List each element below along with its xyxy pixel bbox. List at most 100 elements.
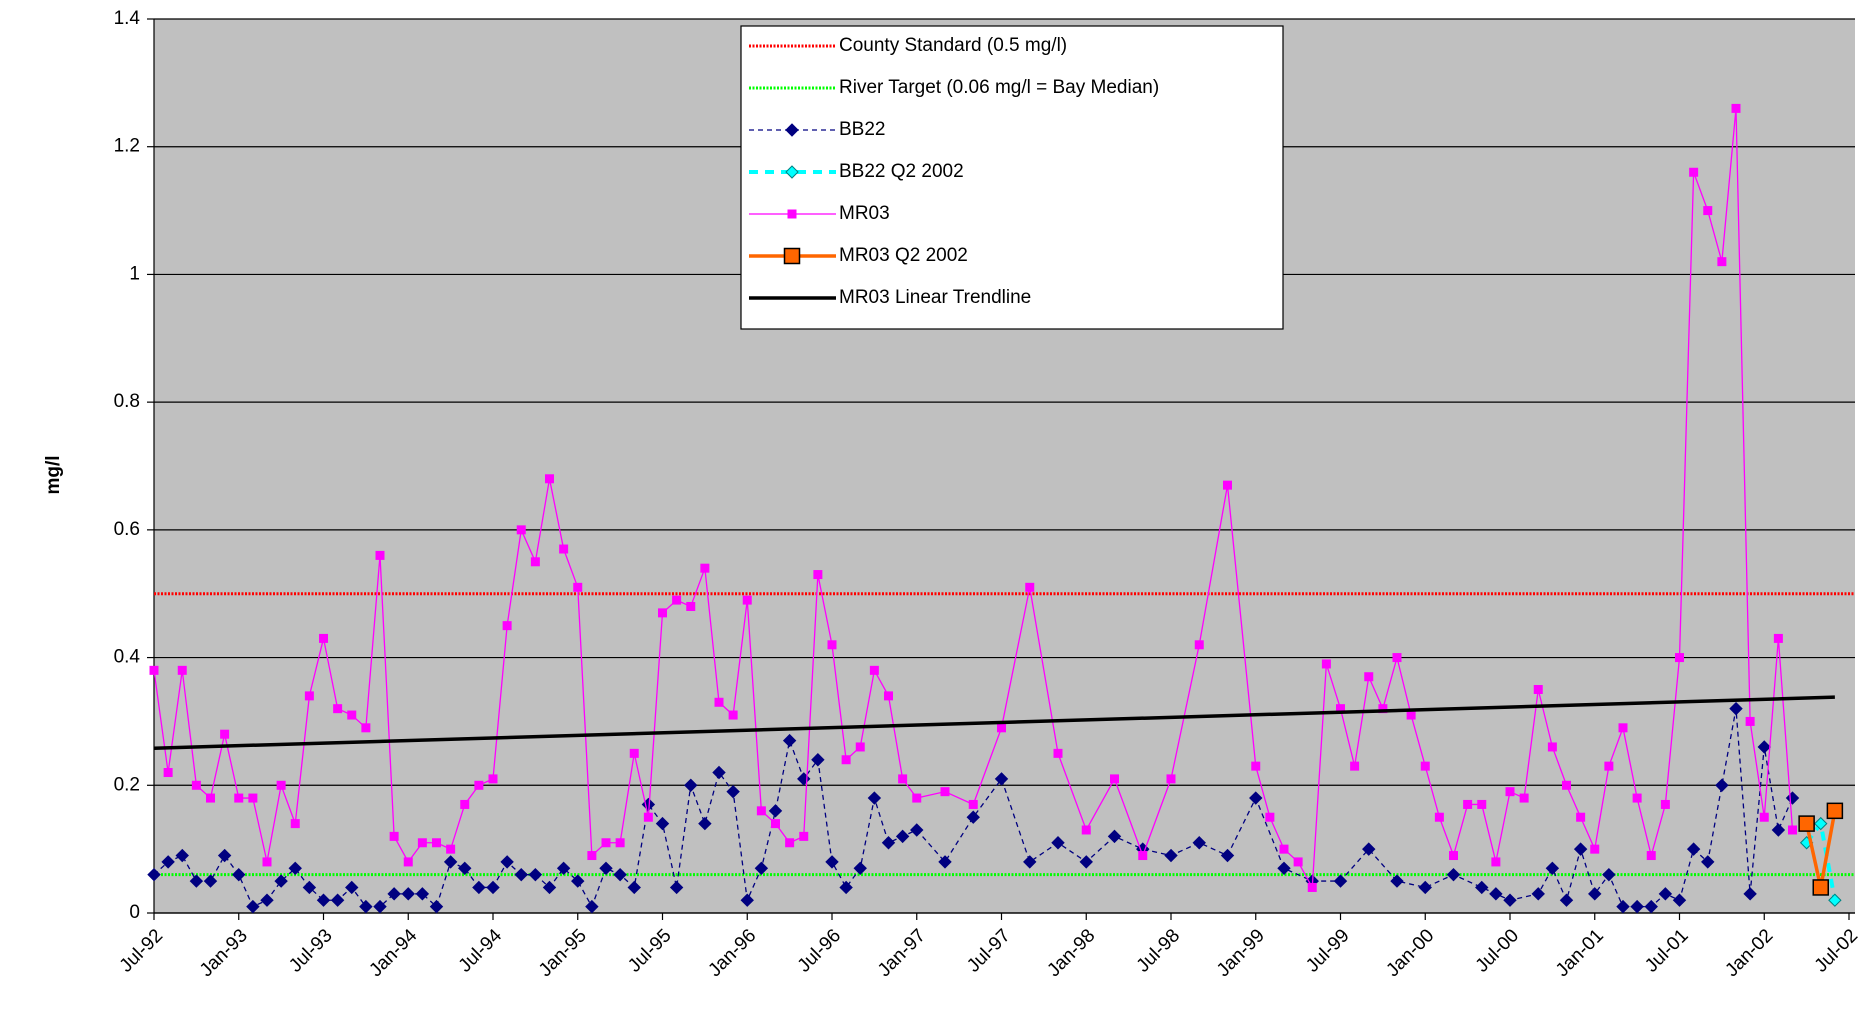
marker xyxy=(1773,633,1783,643)
y-tick-label: 1.2 xyxy=(114,136,140,157)
marker xyxy=(1166,774,1176,784)
marker xyxy=(1336,704,1345,714)
marker xyxy=(811,753,825,767)
marker xyxy=(1630,899,1644,914)
marker xyxy=(373,899,387,914)
marker xyxy=(938,855,952,869)
marker xyxy=(1025,582,1035,592)
marker xyxy=(446,844,456,854)
legend-label: MR03 xyxy=(839,203,890,224)
marker xyxy=(1223,480,1232,490)
marker xyxy=(220,729,230,739)
marker xyxy=(966,810,980,824)
marker xyxy=(345,880,359,895)
marker xyxy=(1759,812,1769,822)
x-tick-label: Jul-95 xyxy=(624,925,675,976)
marker xyxy=(1632,793,1642,803)
marker xyxy=(203,874,218,888)
marker xyxy=(1491,857,1501,867)
y-tick-label: 0.4 xyxy=(114,647,141,668)
marker xyxy=(217,848,232,863)
marker xyxy=(359,899,373,914)
marker xyxy=(375,550,385,560)
x-tick-label: Jul-92 xyxy=(116,925,167,976)
marker xyxy=(1051,836,1065,850)
x-tick-label: Jan-97 xyxy=(874,925,930,981)
marker xyxy=(1576,812,1586,822)
marker xyxy=(1378,704,1388,714)
marker xyxy=(1729,701,1743,716)
marker xyxy=(302,880,317,895)
marker xyxy=(655,816,670,831)
marker xyxy=(1138,851,1148,861)
marker xyxy=(700,563,710,573)
marker xyxy=(260,893,274,907)
legend-label: MR03 Q2 2002 xyxy=(839,245,968,266)
marker xyxy=(728,710,738,720)
y-axis-label: mg/l xyxy=(43,455,64,494)
marker xyxy=(1573,842,1588,856)
marker xyxy=(940,787,950,797)
marker xyxy=(389,831,399,841)
x-tick-label: Jul-93 xyxy=(285,925,336,976)
marker xyxy=(895,829,910,844)
marker xyxy=(714,697,724,707)
marker xyxy=(1220,848,1235,863)
x-tick-label: Jan-01 xyxy=(1552,925,1608,981)
marker xyxy=(1519,793,1529,803)
marker xyxy=(1333,874,1348,888)
marker xyxy=(841,755,851,765)
marker xyxy=(1110,774,1119,784)
marker xyxy=(910,823,924,837)
marker xyxy=(968,799,978,809)
marker xyxy=(771,819,780,829)
marker xyxy=(684,778,698,792)
x-tick-label: Jul-99 xyxy=(1302,925,1353,976)
marker xyxy=(587,851,597,861)
marker xyxy=(1023,855,1037,869)
marker xyxy=(768,804,783,818)
marker xyxy=(669,880,684,895)
marker xyxy=(149,665,159,675)
marker xyxy=(1533,685,1543,694)
marker xyxy=(1675,653,1684,663)
marker xyxy=(1771,823,1786,837)
marker xyxy=(1701,855,1715,869)
marker xyxy=(825,855,839,869)
marker xyxy=(615,838,625,848)
marker xyxy=(163,768,173,778)
marker xyxy=(429,899,444,914)
marker xyxy=(316,893,331,907)
marker xyxy=(472,880,486,895)
marker xyxy=(1562,780,1571,790)
x-tick-label: Jul-97 xyxy=(963,925,1014,976)
marker xyxy=(1686,842,1701,856)
marker xyxy=(1307,882,1317,892)
marker xyxy=(712,765,726,780)
legend: County Standard (0.5 mg/l) River Target (… xyxy=(740,25,1284,330)
x-tick-label: Jul-00 xyxy=(1472,925,1523,976)
marker xyxy=(232,867,246,882)
marker xyxy=(474,780,484,790)
x-tick-label: Jan-95 xyxy=(535,925,591,981)
marker xyxy=(869,665,879,675)
marker xyxy=(1745,716,1755,726)
marker xyxy=(1672,893,1687,907)
marker xyxy=(1081,825,1091,835)
marker xyxy=(585,899,599,914)
marker xyxy=(1420,761,1430,771)
marker xyxy=(333,704,343,714)
x-tick-label: Jan-94 xyxy=(365,925,421,981)
marker xyxy=(601,838,611,848)
marker xyxy=(530,557,540,567)
legend-label: BB22 Q2 2002 xyxy=(839,161,964,182)
marker xyxy=(1731,103,1741,113)
x-tick-label: Jan-99 xyxy=(1213,925,1269,981)
y-tick-label: 1.4 xyxy=(114,8,141,29)
marker xyxy=(1658,887,1673,901)
marker xyxy=(248,793,258,803)
marker xyxy=(401,887,415,901)
marker xyxy=(246,899,260,914)
marker xyxy=(234,793,244,803)
